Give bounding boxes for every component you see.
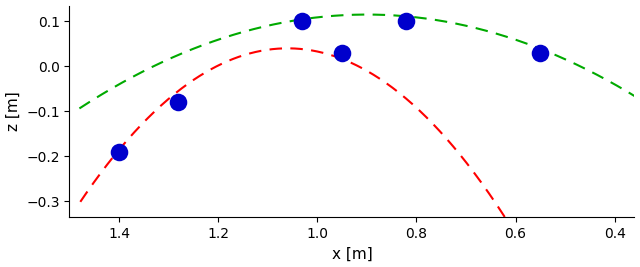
- Point: [337, 51, 347, 55]
- Point: [297, 19, 307, 23]
- Point: [114, 150, 124, 154]
- X-axis label: x [m]: x [m]: [332, 246, 372, 261]
- Point: [173, 100, 184, 104]
- Y-axis label: z [m]: z [m]: [6, 92, 20, 131]
- Point: [401, 19, 412, 23]
- Point: [535, 51, 545, 55]
